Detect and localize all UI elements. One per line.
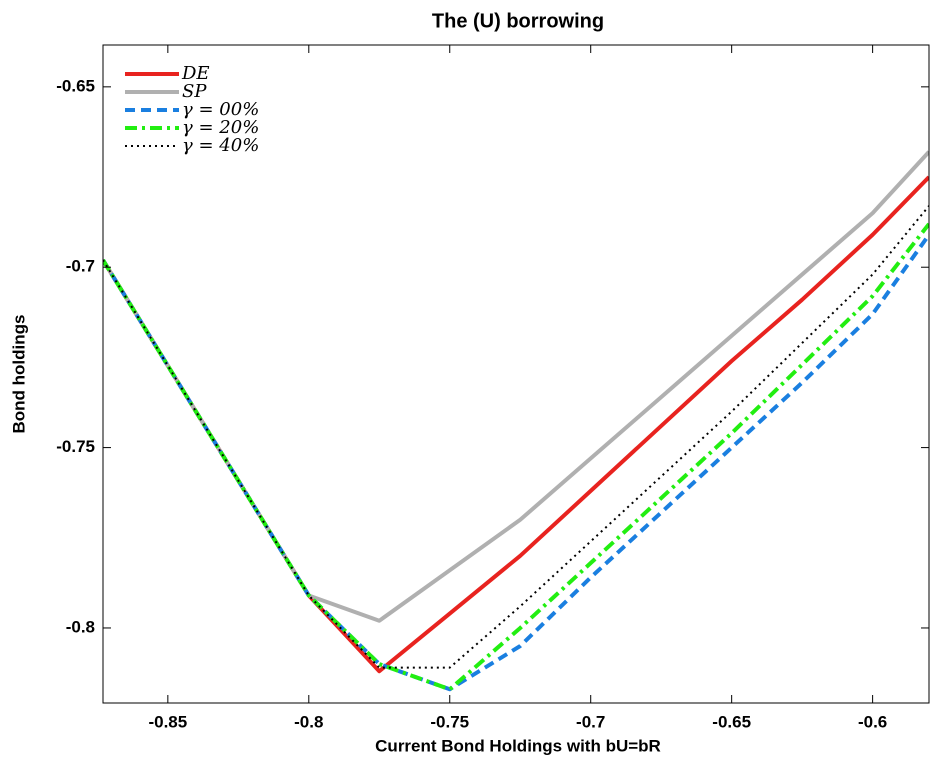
y-axis-label: Bond holdings: [9, 315, 28, 434]
series-line: [103, 222, 929, 692]
chart-title: The (U) borrowing: [432, 10, 604, 32]
legend-label: DE: [181, 63, 210, 84]
x-axis-label: Current Bond Holdings with bU=bR: [375, 736, 661, 755]
x-tick-label: -0.7: [576, 712, 605, 731]
x-tick-label: -0.65: [712, 712, 751, 731]
legend-label: SP: [182, 81, 207, 102]
x-tick-label: -0.75: [430, 712, 469, 731]
y-tick-label: -0.7: [66, 257, 95, 276]
plot-frame: [102, 44, 930, 704]
y-tick-label: -0.8: [66, 617, 95, 636]
x-tick-label: -0.8: [294, 712, 323, 731]
series-line: [103, 175, 929, 674]
y-tick-label: -0.65: [56, 76, 95, 95]
legend-label: γ = 40%: [182, 135, 259, 156]
x-tick-label: -0.6: [858, 712, 887, 731]
series-line: [103, 150, 929, 623]
legend-label: γ = 00%: [182, 99, 259, 120]
x-tick-label: -0.85: [148, 712, 187, 731]
legend-label: γ = 20%: [182, 117, 259, 138]
y-tick-label: -0.75: [56, 437, 95, 456]
